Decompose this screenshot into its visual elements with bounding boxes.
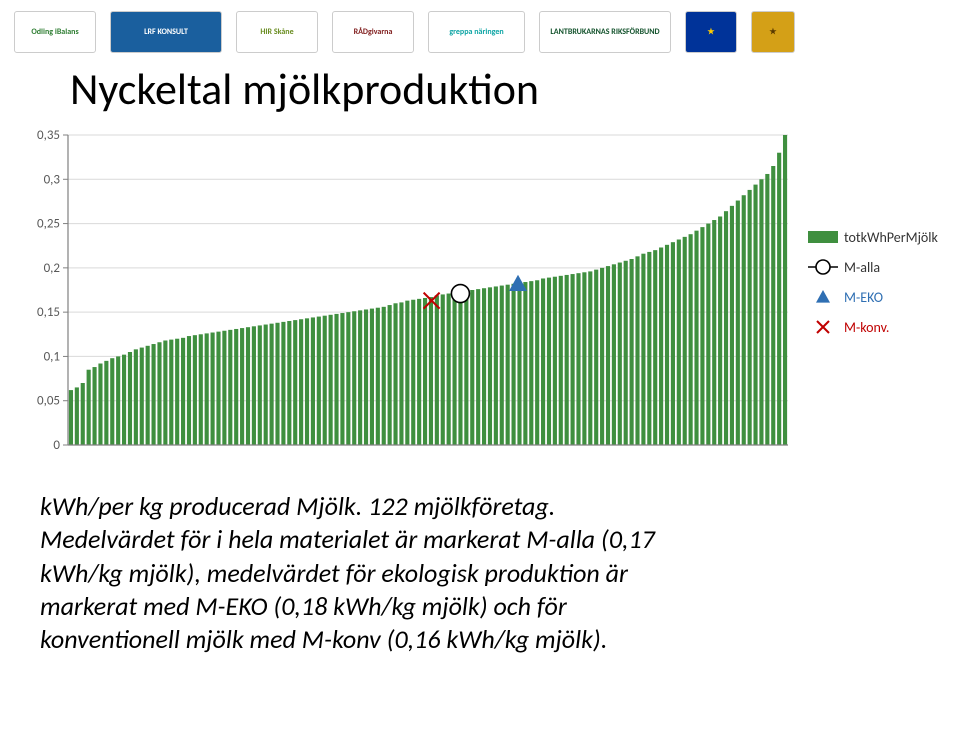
chart: 0 0,05 0,1 0,15 0,2 0,25 0,3 0,35 totkWhPerMjölk… <box>10 125 950 465</box>
svg-text:0,1: 0,1 <box>44 349 60 364</box>
caption: kWh/per kg producerad Mjölk. 122 mjölkfö… <box>40 490 930 656</box>
svg-text:0,35: 0,35 <box>37 128 60 143</box>
svg-text:totkWhPerMjölk: totkWhPerMjölk <box>844 229 939 246</box>
svg-text:0,15: 0,15 <box>37 305 60 320</box>
logo-greppa-naringen: greppa näringen <box>428 11 525 53</box>
logo-hir-skane: HIR Skåne <box>236 11 318 53</box>
logo-lrf: LANTBRUKARNAS RIKSFÖRBUND <box>539 11 671 53</box>
svg-text:0: 0 <box>53 438 60 453</box>
logo-lrf-konsult: LRF KONSULT <box>110 11 222 53</box>
svg-text:0,25: 0,25 <box>37 217 60 232</box>
svg-text:M-konv.: M-konv. <box>844 319 889 336</box>
logo-swedish-board: ★ <box>751 11 795 53</box>
svg-text:M-EKO: M-EKO <box>844 289 883 306</box>
slide-title: Nyckeltal mjölkproduktion <box>70 62 539 116</box>
svg-text:0,2: 0,2 <box>44 261 61 276</box>
svg-text:0,3: 0,3 <box>44 172 61 187</box>
svg-text:0,05: 0,05 <box>37 394 60 409</box>
logo-strip: Odling iBalans LRF KONSULT HIR Skåne RÅDgiv… <box>0 0 960 58</box>
logo-radgivarna: RÅDgivarna <box>332 11 414 53</box>
chart-svg: 0 0,05 0,1 0,15 0,2 0,25 0,3 0,35 totkWhPerMjölk… <box>10 125 950 465</box>
svg-text:M-alla: M-alla <box>844 259 880 276</box>
logo-odling-i-balans: Odling iBalans <box>14 11 96 53</box>
slide: Odling iBalans LRF KONSULT HIR Skåne RÅDgiv… <box>0 0 960 741</box>
logo-eu-flag: ★ <box>685 11 737 53</box>
